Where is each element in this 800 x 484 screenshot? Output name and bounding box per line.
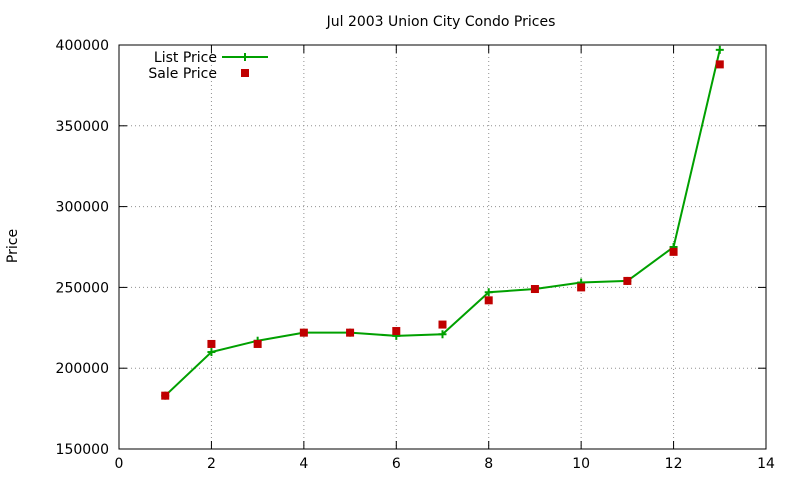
legend-marker-1 — [241, 69, 249, 77]
x-tick-label-3: 6 — [392, 456, 401, 472]
axis-layer: 0 2 4 6 8 10 12 14 150000 200000 250000 300000 35000… — [56, 38, 775, 472]
y-tick-label-4: 350000 — [56, 119, 109, 135]
y-tick-label-3: 300000 — [56, 200, 109, 216]
legend-item-0: List Price — [154, 50, 268, 66]
legend-item-1: Sale Price — [148, 66, 249, 82]
series-1-point-2 — [253, 339, 262, 348]
series-0-line — [164, 49, 721, 397]
x-tick-label-2: 4 — [299, 456, 308, 472]
series-1-point-10 — [623, 276, 632, 285]
series-0 — [161, 45, 724, 400]
series-1-point-12 — [715, 60, 724, 69]
series-1-point-3 — [299, 328, 308, 337]
x-tick-label-0: 0 — [115, 456, 124, 472]
series-1-point-11 — [669, 247, 678, 256]
series-1-point-4 — [346, 328, 355, 337]
series-1-point-1 — [207, 339, 216, 348]
legend-label-1: Sale Price — [148, 66, 217, 82]
series-1-point-6 — [438, 320, 447, 329]
series-1 — [161, 60, 724, 400]
y-tick-label-1: 200000 — [56, 361, 109, 377]
series-0-point-6 — [438, 330, 447, 339]
y-tick-label-2: 250000 — [56, 280, 109, 296]
series-1-point-0 — [161, 391, 170, 400]
y-axis-label: Price — [5, 229, 21, 263]
legend-marker-0 — [241, 53, 249, 61]
series-1-point-7 — [484, 296, 493, 305]
grid-layer — [119, 45, 766, 449]
series-1-point-5 — [392, 327, 401, 336]
legend-label-0: List Price — [154, 50, 217, 66]
series-1-point-8 — [530, 285, 539, 294]
series-0-point-1 — [207, 348, 216, 357]
x-tick-label-7: 14 — [757, 456, 775, 472]
series-1-point-9 — [577, 283, 586, 292]
series-0-point-12 — [715, 45, 724, 54]
x-tick-label-1: 2 — [207, 456, 216, 472]
x-tick-label-5: 10 — [572, 456, 590, 472]
y-tick-label-0: 150000 — [56, 442, 109, 458]
y-tick-label-5: 400000 — [56, 38, 109, 54]
x-tick-label-6: 12 — [665, 456, 683, 472]
series-layer — [161, 45, 724, 400]
x-tick-label-4: 8 — [484, 456, 493, 472]
plot-frame — [118, 44, 767, 450]
chart-title: Jul 2003 Union City Condo Prices — [326, 14, 556, 30]
series-0-point-7 — [484, 288, 493, 297]
